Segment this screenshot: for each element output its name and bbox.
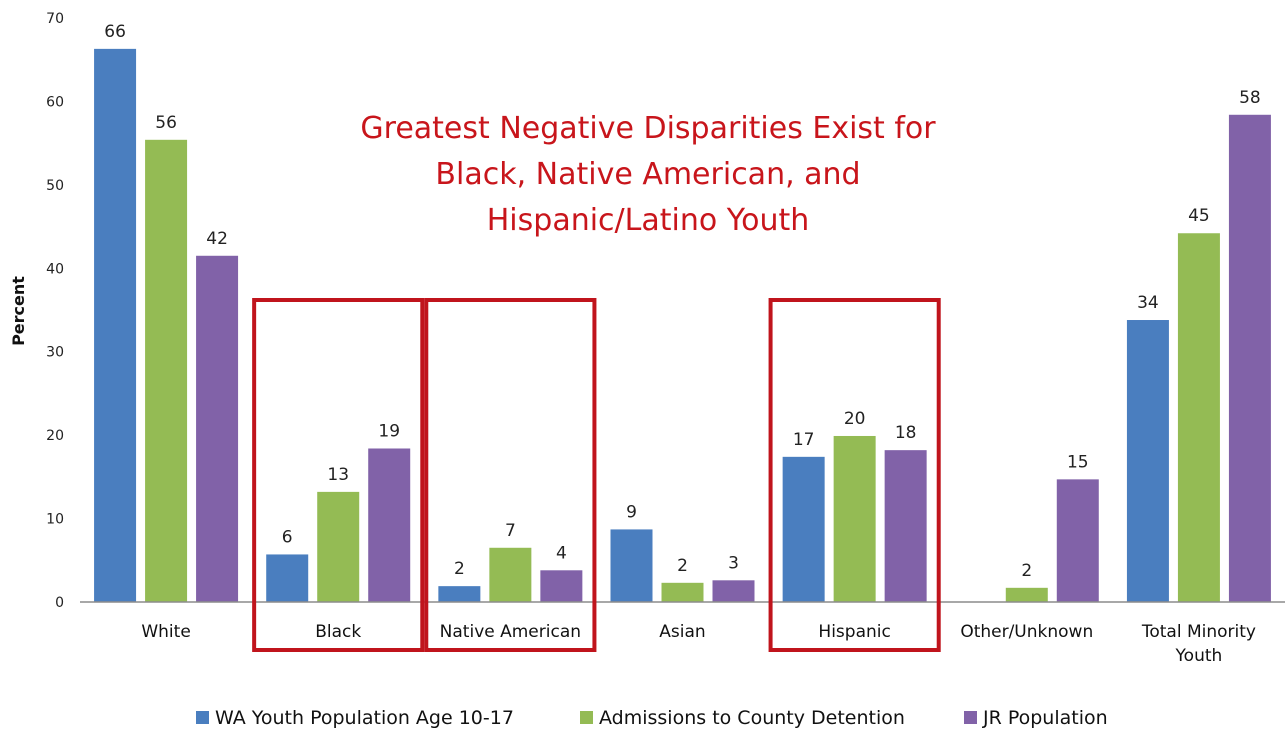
bar <box>1126 320 1169 602</box>
legend: WA Youth Population Age 10-17 Admissions … <box>196 707 1108 729</box>
data-label: 18 <box>895 423 917 443</box>
bar <box>782 456 825 602</box>
bar <box>1056 479 1099 602</box>
data-label: 19 <box>378 421 400 441</box>
y-tick-label: 40 <box>46 261 64 277</box>
data-label: 66 <box>104 22 126 42</box>
y-tick-label: 20 <box>46 428 64 444</box>
data-label: 34 <box>1137 293 1159 313</box>
y-tick-label: 10 <box>46 512 64 528</box>
data-label: 20 <box>844 409 866 429</box>
x-tick-label: Other/Unknown <box>960 622 1093 642</box>
chart-title: Greatest Negative Disparities Exist for B… <box>360 111 936 238</box>
y-tick-label: 70 <box>46 11 64 27</box>
bar <box>540 570 583 602</box>
x-tick-label: Black <box>315 622 361 642</box>
highlight-box <box>424 298 597 652</box>
x-tick-label: White <box>141 622 190 642</box>
data-label: 15 <box>1067 452 1089 472</box>
bar <box>145 139 188 602</box>
y-tick-label: 60 <box>46 94 64 110</box>
x-tick-label: Asian <box>659 622 705 642</box>
highlight-boxes <box>252 298 941 652</box>
bar <box>489 547 532 602</box>
y-axis: 0 10 20 30 40 50 60 70 <box>46 11 64 611</box>
bar-series <box>94 48 1271 602</box>
x-tick-label: Native American <box>440 622 581 642</box>
y-tick-label: 0 <box>55 595 64 611</box>
bar <box>196 255 239 602</box>
legend-swatch <box>580 711 593 724</box>
bar <box>610 529 653 602</box>
y-tick-label: 30 <box>46 345 64 361</box>
legend-label: Admissions to County Detention <box>599 707 905 729</box>
bar <box>712 580 755 602</box>
data-label: 2 <box>1021 561 1032 581</box>
highlight-box <box>768 298 941 652</box>
data-label: 17 <box>793 430 815 450</box>
data-label: 7 <box>505 521 516 541</box>
bar <box>438 586 481 602</box>
bar <box>1228 114 1271 602</box>
data-label: 56 <box>155 113 177 133</box>
chart-title-line: Greatest Negative Disparities Exist for <box>360 111 936 146</box>
legend-label: WA Youth Population Age 10-17 <box>215 707 514 729</box>
data-label: 4 <box>556 543 567 563</box>
bar <box>317 491 360 602</box>
highlight-box <box>252 298 425 652</box>
bar <box>661 582 704 602</box>
data-label: 9 <box>626 502 637 522</box>
data-label: 42 <box>206 229 228 249</box>
bar <box>1005 587 1048 602</box>
x-tick-label: Hispanic <box>818 622 890 642</box>
bar <box>1177 233 1220 602</box>
legend-label: JR Population <box>982 707 1108 729</box>
bar <box>266 554 309 602</box>
legend-swatch <box>196 711 209 724</box>
data-label: 58 <box>1239 88 1261 108</box>
chart-title-line: Hispanic/Latino Youth <box>487 203 810 238</box>
x-axis: White Black Native American Asian Hispanic Ot… <box>80 601 1285 666</box>
x-tick-label: Total Minority Youth <box>1141 622 1256 666</box>
bar <box>368 448 411 602</box>
bar <box>94 48 137 602</box>
y-tick-label: 50 <box>46 178 64 194</box>
data-label: 45 <box>1188 206 1210 226</box>
data-label: 2 <box>677 556 688 576</box>
y-axis-label: Percent <box>9 276 28 346</box>
chart-title-line: Black, Native American, and <box>435 157 860 192</box>
bar <box>884 450 927 602</box>
bar <box>833 435 876 602</box>
data-label: 3 <box>728 553 739 573</box>
data-label: 13 <box>327 465 349 485</box>
data-label: 2 <box>454 559 465 579</box>
legend-swatch <box>964 711 977 724</box>
data-label: 6 <box>282 527 293 547</box>
